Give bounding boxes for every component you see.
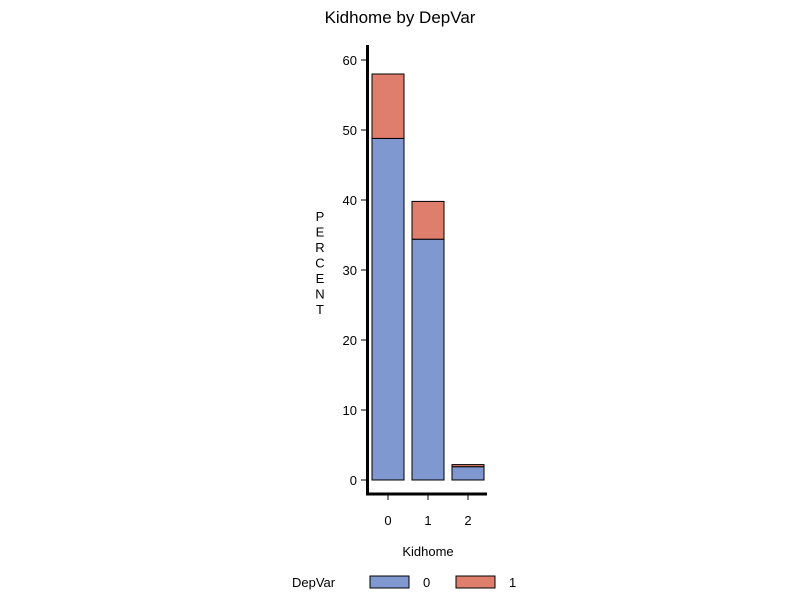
y-axis-label-char: E [316, 225, 325, 240]
bar-2-series-0 [451, 466, 485, 481]
x-ticks: 0 1 2 [384, 494, 472, 528]
legend-swatch-1 [455, 575, 496, 589]
bar-0-series-1 [371, 73, 405, 139]
y-axis-label-char: E [316, 271, 325, 286]
y-axis-label-char: T [316, 302, 324, 317]
y-tick-label: 30 [343, 263, 357, 278]
x-axis-label: Kidhome [402, 544, 453, 559]
y-ticks: 0 10 20 30 40 50 60 [343, 53, 367, 488]
legend: DepVar 0 1 [292, 575, 516, 590]
y-tick-label: 10 [343, 403, 357, 418]
y-axis-label-char: R [315, 240, 324, 255]
y-tick-label: 60 [343, 53, 357, 68]
bar-1-series-1 [411, 200, 445, 240]
x-tick-label: 0 [384, 513, 391, 528]
legend-label-1: 1 [509, 575, 516, 590]
y-tick-label: 40 [343, 193, 357, 208]
chart-title: Kidhome by DepVar [325, 8, 476, 27]
x-tick-label: 1 [424, 513, 431, 528]
bar-1-series-0 [411, 238, 445, 481]
y-tick-label: 50 [343, 123, 357, 138]
y-axis-label-char: P [316, 209, 325, 224]
x-tick-label: 2 [464, 513, 471, 528]
legend-swatch-0 [369, 575, 410, 589]
y-axis-label-char: N [315, 287, 324, 302]
y-tick-label: 0 [350, 473, 357, 488]
bar-2-series-1 [451, 464, 485, 468]
legend-title: DepVar [292, 575, 336, 590]
legend-label-0: 0 [423, 575, 430, 590]
axes [366, 45, 487, 496]
y-tick-label: 20 [343, 333, 357, 348]
bar-0-series-0 [371, 137, 405, 481]
bars [371, 73, 485, 481]
y-axis-label-char: C [315, 256, 324, 271]
